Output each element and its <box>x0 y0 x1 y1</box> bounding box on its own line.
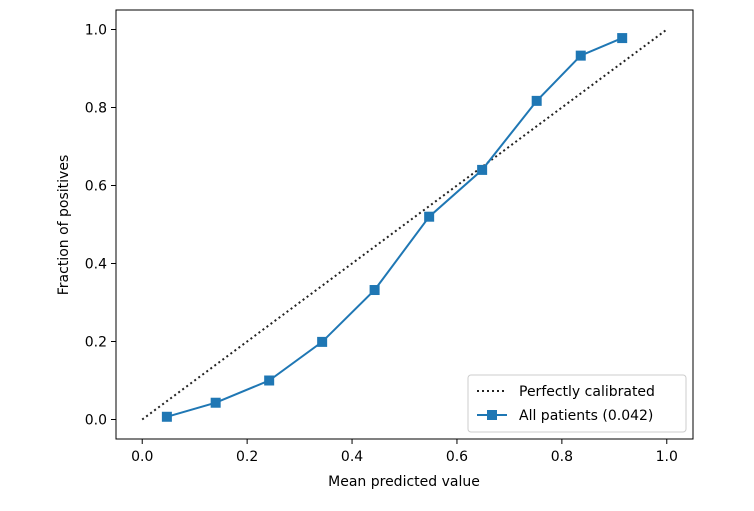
x-axis-ticks: 0.0 0.2 0.4 0.6 0.8 1.0 <box>131 439 678 465</box>
series-1-point-4 <box>369 285 380 296</box>
y-tick-label-5: 1.0 <box>85 23 107 39</box>
y-tick-label-0: 0.0 <box>85 413 107 429</box>
x-axis-label: Mean predicted value <box>328 474 480 490</box>
legend-marker-all-patients <box>487 410 497 420</box>
series-1-point-7 <box>531 95 542 106</box>
legend-label-all-patients: All patients (0.042) <box>519 408 653 424</box>
y-axis-ticks: 0.0 0.2 0.4 0.6 0.8 1.0 <box>85 23 116 429</box>
series-1-point-1 <box>210 397 221 408</box>
plot-frame <box>115 9 694 440</box>
x-tick-label-0: 0.0 <box>131 449 153 465</box>
series-line-1 <box>166 37 623 418</box>
y-tick-label-4: 0.8 <box>85 101 107 117</box>
legend: Perfectly calibrated All patients (0.042… <box>467 374 687 433</box>
x-tick-label-2: 0.4 <box>341 449 363 465</box>
x-tick-label-4: 0.8 <box>551 449 573 465</box>
y-tick-label-2: 0.4 <box>85 257 107 273</box>
legend-box <box>467 374 687 433</box>
legend-label-perfectly-calibrated: Perfectly calibrated <box>519 384 655 400</box>
x-tick-label-1: 0.2 <box>236 449 258 465</box>
x-tick-label-3: 0.6 <box>446 449 468 465</box>
series-1-point-6 <box>477 164 488 175</box>
series-1-point-9 <box>617 33 628 44</box>
series-1-point-8 <box>575 50 586 61</box>
x-tick-label-5: 1.0 <box>656 449 678 465</box>
series-1-point-2 <box>264 375 275 386</box>
y-tick-label-3: 0.6 <box>85 179 107 195</box>
series-line-0 <box>141 28 668 421</box>
series-layer <box>141 28 668 422</box>
series-1-point-5 <box>424 211 435 222</box>
y-axis-label: Fraction of positives <box>56 155 72 296</box>
series-1-point-0 <box>161 411 172 422</box>
y-tick-label-1: 0.2 <box>85 335 107 351</box>
series-1-point-3 <box>317 336 328 347</box>
